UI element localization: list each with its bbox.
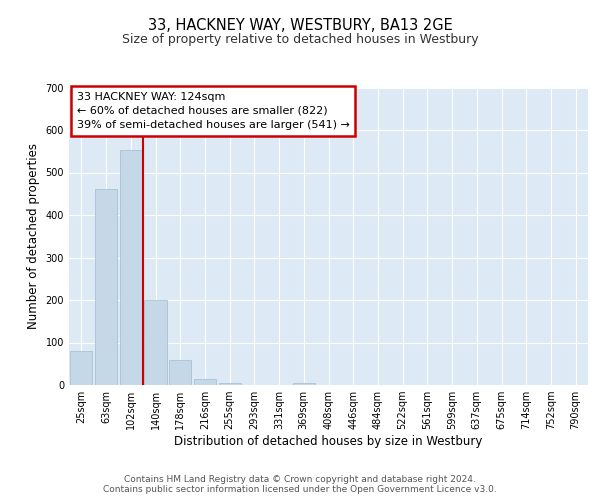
Bar bbox=[95, 188, 117, 385]
Text: 33 HACKNEY WAY: 124sqm
← 60% of detached houses are smaller (822)
39% of semi-de: 33 HACKNEY WAY: 124sqm ← 60% of detached… bbox=[77, 92, 350, 130]
Text: 33, HACKNEY WAY, WESTBURY, BA13 2GE: 33, HACKNEY WAY, WESTBURY, BA13 2GE bbox=[148, 18, 452, 32]
Bar bbox=[70, 351, 92, 385]
Bar bbox=[218, 383, 241, 385]
Text: Size of property relative to detached houses in Westbury: Size of property relative to detached ho… bbox=[122, 32, 478, 46]
Bar bbox=[194, 378, 216, 385]
Text: Contains HM Land Registry data © Crown copyright and database right 2024.: Contains HM Land Registry data © Crown c… bbox=[124, 474, 476, 484]
Y-axis label: Number of detached properties: Number of detached properties bbox=[27, 143, 40, 329]
Text: Contains public sector information licensed under the Open Government Licence v3: Contains public sector information licen… bbox=[103, 485, 497, 494]
Bar bbox=[293, 383, 315, 385]
Bar bbox=[169, 360, 191, 385]
Bar bbox=[145, 300, 167, 385]
Bar bbox=[119, 150, 142, 385]
X-axis label: Distribution of detached houses by size in Westbury: Distribution of detached houses by size … bbox=[175, 435, 482, 448]
